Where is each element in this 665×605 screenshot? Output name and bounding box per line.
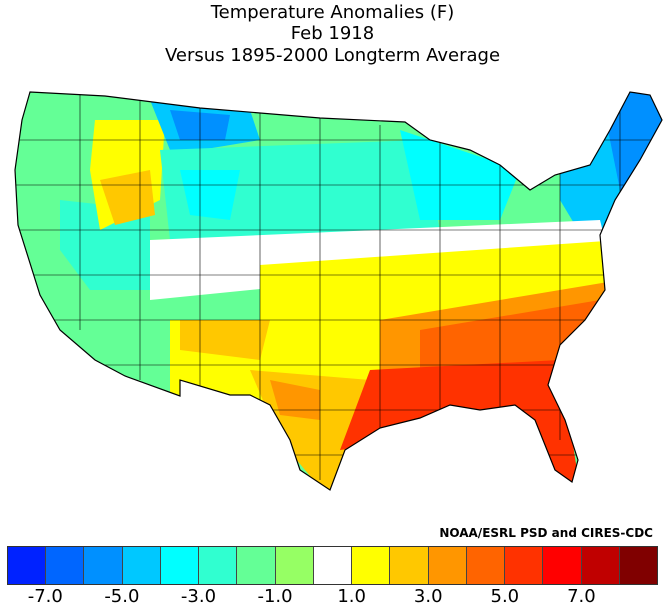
region-great-basin [60, 200, 150, 290]
title-line-3: Versus 1895-2000 Longterm Average [164, 45, 501, 66]
region-plains [160, 140, 440, 250]
color-swatch [313, 547, 353, 584]
color-swatch [46, 547, 85, 584]
scale-tick-label: 5.0 [490, 586, 520, 605]
color-swatch [581, 547, 620, 584]
scale-tick-label: -5.0 [104, 586, 140, 605]
us-climate-division-map [14, 91, 663, 491]
region-idaho-south [100, 170, 155, 225]
color-swatch [428, 547, 467, 584]
color-swatch [237, 547, 276, 584]
color-swatch [160, 547, 200, 584]
color-swatch [466, 547, 506, 584]
color-swatch [199, 547, 238, 584]
scale-tick-label: 7.0 [567, 586, 596, 605]
color-swatch [352, 547, 391, 584]
color-swatch [505, 547, 544, 584]
color-swatch [390, 547, 429, 584]
credit-text: NOAA/ESRL PSD and CIRES-CDC [439, 526, 653, 540]
color-swatch [122, 547, 161, 584]
color-swatch [275, 547, 314, 584]
region-wyoming [180, 170, 240, 220]
region-great-lakes [400, 130, 520, 220]
scale-tick-label: -1.0 [257, 586, 293, 605]
title-line-2: Feb 1918 [290, 23, 375, 44]
scale-tick-label: 3.0 [413, 586, 443, 605]
region-new-mexico [180, 320, 270, 360]
title-line-1: Temperature Anomalies (F) [210, 2, 455, 23]
scale-tick-label: -3.0 [180, 586, 217, 605]
division-borders [15, 95, 662, 480]
color-scale-bar [7, 546, 658, 585]
scale-tick-label: -7.0 [27, 586, 63, 605]
color-swatch [619, 547, 657, 584]
region-gulf-coast [340, 360, 580, 490]
scale-tick-label: 1.0 [337, 586, 366, 605]
color-swatch [84, 547, 123, 584]
color-swatch [8, 547, 47, 584]
color-swatch [543, 547, 582, 584]
